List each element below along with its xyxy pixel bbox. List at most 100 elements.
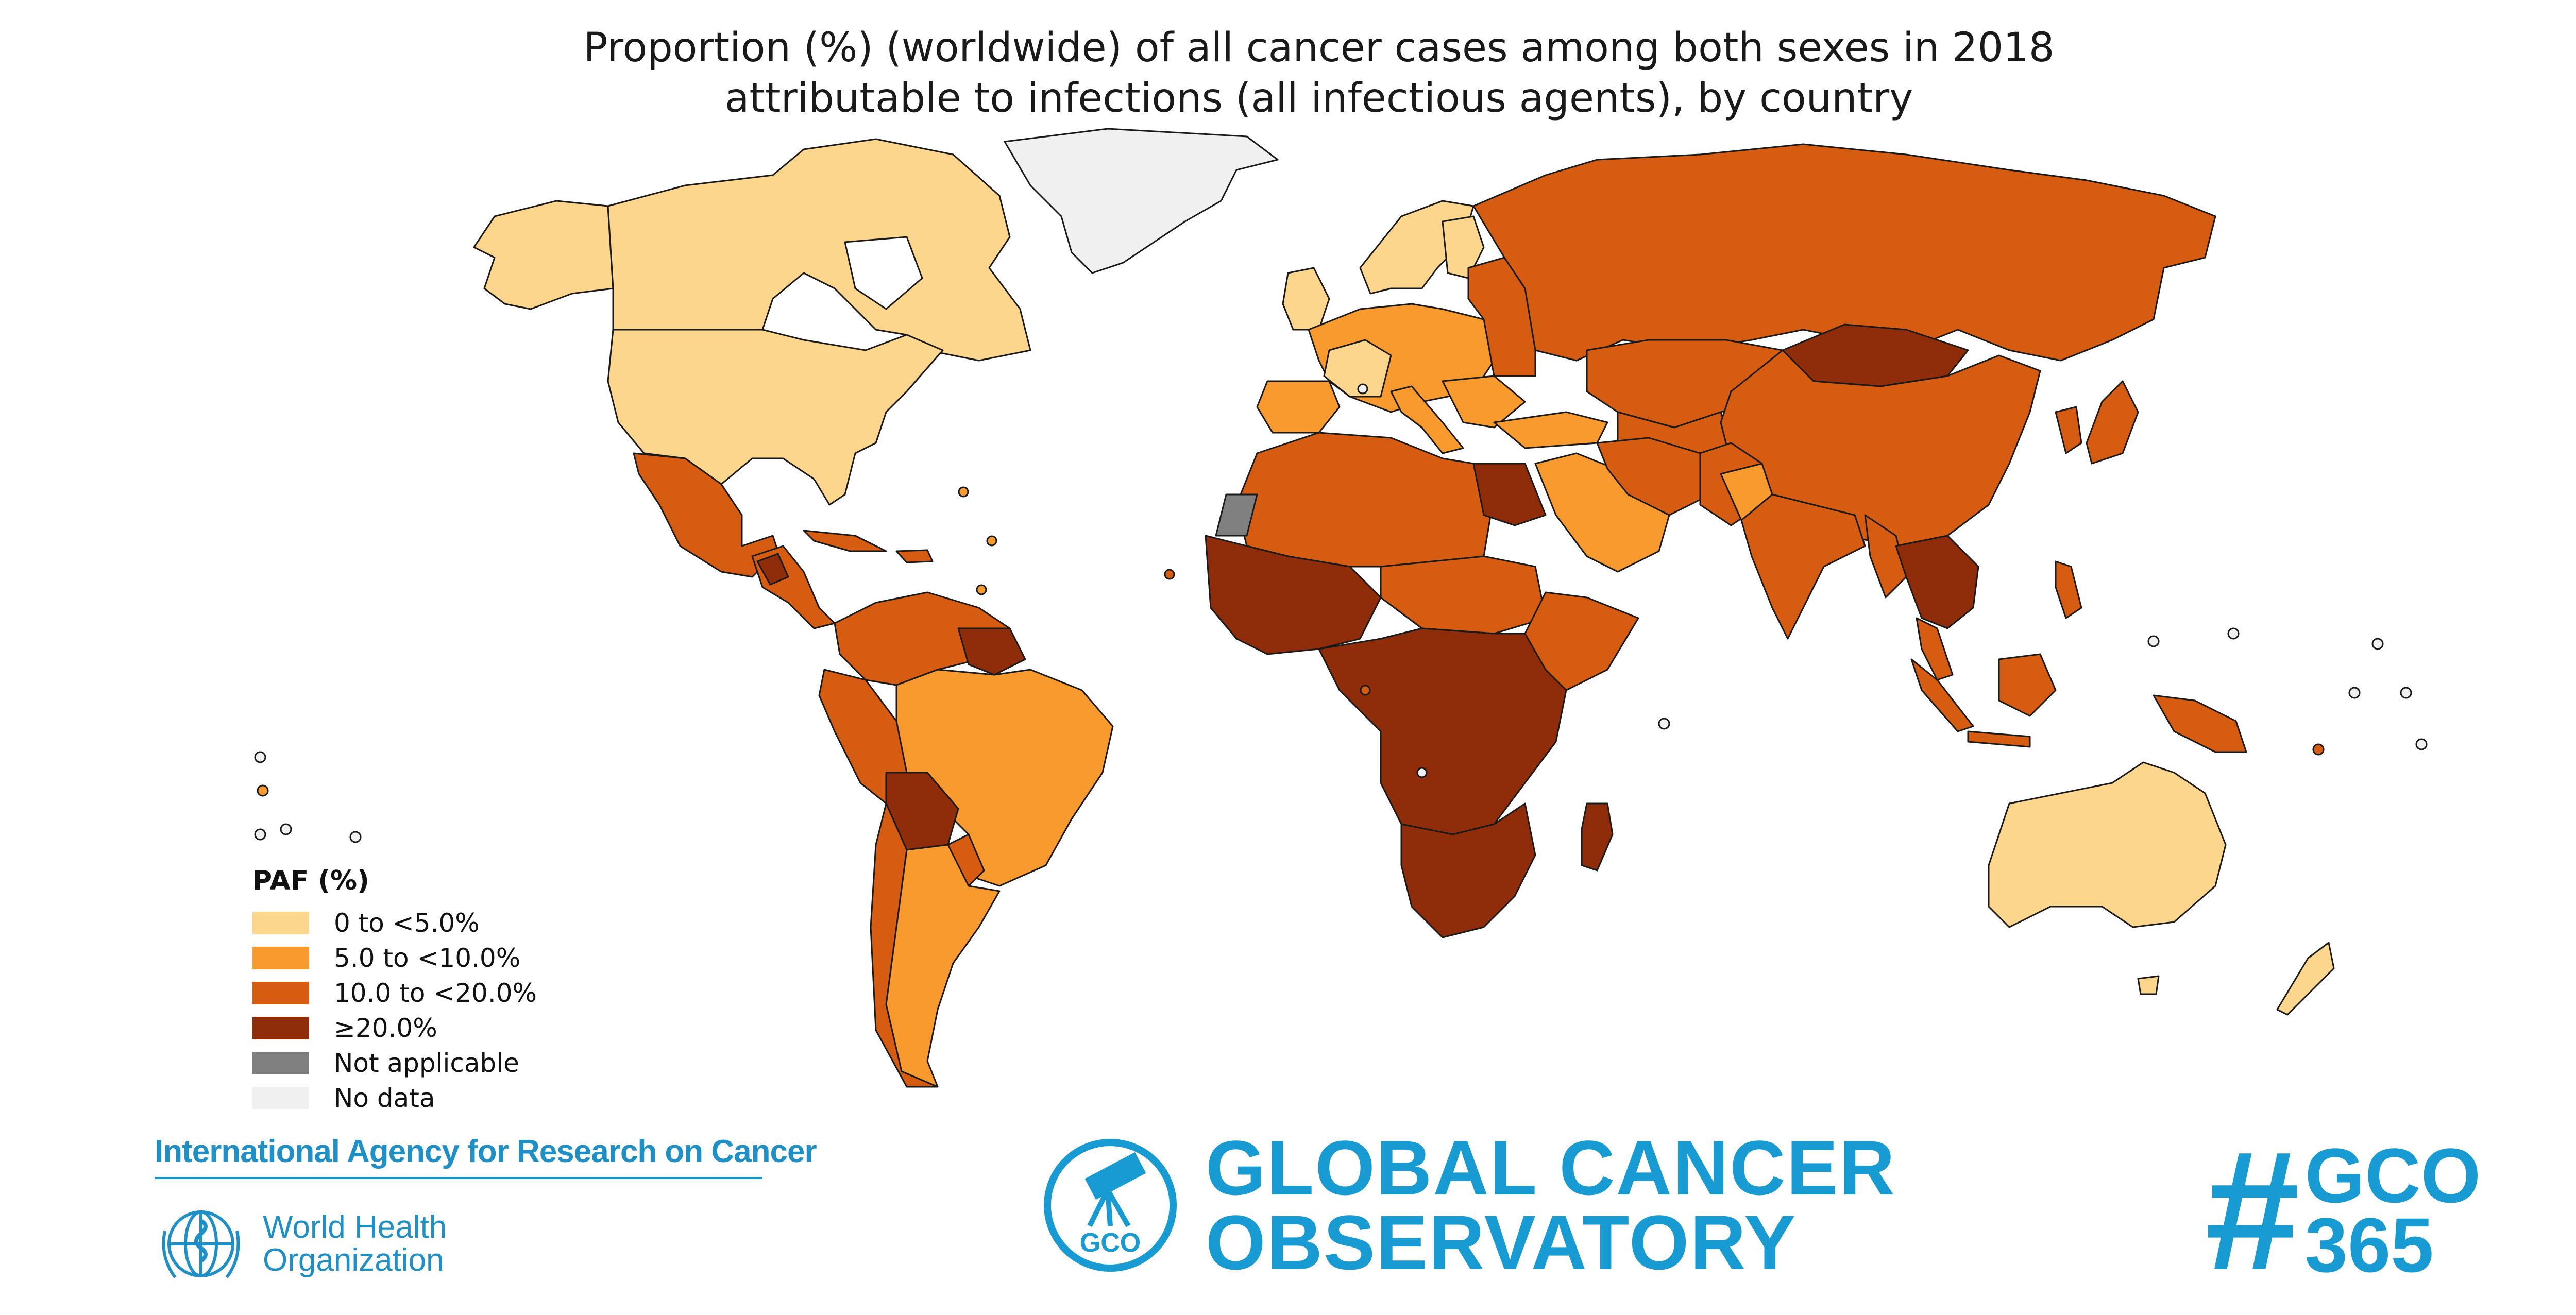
alaska bbox=[473, 200, 614, 310]
who-emblem-icon bbox=[162, 1210, 240, 1278]
island-marker bbox=[2312, 743, 2325, 756]
island-marker bbox=[2147, 635, 2160, 647]
who-name-line-2: Organization bbox=[263, 1242, 444, 1278]
egypt bbox=[1472, 463, 1547, 526]
map-title: Proportion (%) (worldwide) of all cancer… bbox=[0, 23, 2576, 124]
island-marker bbox=[1416, 767, 1428, 778]
island-marker bbox=[280, 823, 292, 835]
legend-item: 10.0 to <20.0% bbox=[252, 976, 537, 1011]
guianas bbox=[957, 627, 1026, 676]
india bbox=[1740, 493, 1866, 640]
iarc-name: International Agency for Research on Can… bbox=[155, 1134, 817, 1169]
gco-badge-text: GCO bbox=[1080, 1228, 1141, 1258]
turkey bbox=[1493, 411, 1608, 449]
korea bbox=[2055, 406, 2082, 454]
map-title-line-2: attributable to infections (all infectio… bbox=[724, 75, 1913, 122]
cuba bbox=[803, 530, 887, 552]
west-africa bbox=[1205, 535, 1382, 655]
island-marker bbox=[2371, 638, 2384, 650]
finland bbox=[1442, 215, 1485, 279]
legend-item: Not applicable bbox=[252, 1046, 537, 1081]
central-africa bbox=[1318, 627, 1567, 835]
island-marker bbox=[976, 584, 987, 595]
legend-item: 5.0 to <10.0% bbox=[252, 941, 537, 976]
indochina bbox=[1895, 535, 1979, 629]
island-marker bbox=[986, 535, 997, 547]
legend-swatch bbox=[252, 1052, 309, 1074]
argentina bbox=[885, 844, 1001, 1088]
myanmar bbox=[1864, 514, 1907, 599]
japan bbox=[2086, 380, 2139, 465]
iarc-divider bbox=[155, 1177, 762, 1179]
italy bbox=[1390, 385, 1464, 454]
north-africa bbox=[1235, 432, 1495, 568]
malay-peninsula bbox=[1916, 617, 1954, 681]
island-marker bbox=[254, 828, 266, 841]
island-marker bbox=[2415, 738, 2428, 750]
uk-ireland bbox=[1282, 267, 1330, 331]
canada bbox=[607, 138, 1031, 362]
legend-label: 0 to <5.0% bbox=[334, 908, 480, 938]
western-sahara bbox=[1215, 493, 1258, 537]
legend-swatch bbox=[252, 1017, 309, 1039]
who-name-line-1: World Health bbox=[263, 1209, 447, 1245]
gco365-text: GCO 365 bbox=[2304, 1132, 2481, 1288]
gco365-line-1: GCO bbox=[2304, 1132, 2481, 1219]
australia bbox=[1988, 761, 2227, 928]
gco-name-line-1: GLOBAL CANCER bbox=[1206, 1124, 1896, 1211]
map-title-line-1: Proportion (%) (worldwide) of all cancer… bbox=[583, 25, 2055, 71]
sumatra bbox=[1910, 658, 1974, 732]
island-marker bbox=[1357, 383, 1368, 395]
balkans bbox=[1442, 375, 1526, 429]
island-marker bbox=[349, 831, 362, 843]
iarc-logo: International Agency for Research on Can… bbox=[155, 1133, 817, 1179]
island-marker bbox=[1360, 685, 1371, 696]
gco-logo: GCO GLOBAL CANCER OBSERVATORY bbox=[1041, 1124, 1896, 1286]
greenland bbox=[1004, 128, 1279, 274]
legend-item: No data bbox=[252, 1081, 537, 1116]
legend-label: No data bbox=[334, 1083, 435, 1113]
telescope-icon: GCO bbox=[1044, 1139, 1177, 1272]
philippines bbox=[2055, 560, 2082, 619]
borneo bbox=[1998, 653, 2057, 717]
island-marker bbox=[254, 751, 266, 763]
legend-label: Not applicable bbox=[334, 1048, 519, 1078]
legend-label: 10.0 to <20.0% bbox=[334, 978, 537, 1008]
hudson-bay bbox=[844, 236, 923, 310]
hash-symbol: # bbox=[2205, 1115, 2300, 1305]
legend-swatch bbox=[252, 912, 309, 934]
iberia bbox=[1256, 380, 1341, 434]
gco365-tag: # GCO 365 bbox=[2205, 1115, 2481, 1305]
island-marker bbox=[958, 486, 969, 498]
southern-africa bbox=[1400, 802, 1536, 938]
legend-label: ≥20.0% bbox=[334, 1013, 437, 1043]
legend-swatch bbox=[252, 947, 309, 969]
who-name: World Health Organization bbox=[263, 1211, 447, 1277]
island-marker bbox=[2348, 687, 2361, 699]
legend-label: 5.0 to <10.0% bbox=[334, 943, 521, 973]
france bbox=[1323, 339, 1392, 398]
map-legend: PAF (%) 0 to <5.0% 5.0 to <10.0% 10.0 to… bbox=[252, 865, 537, 1116]
madagascar bbox=[1581, 802, 1614, 872]
hispaniola bbox=[895, 549, 934, 563]
gco365-line-2: 365 bbox=[2304, 1202, 2434, 1288]
legend-item: 0 to <5.0% bbox=[252, 906, 537, 941]
guatemala bbox=[756, 553, 789, 586]
island-marker bbox=[1658, 718, 1670, 730]
island-marker bbox=[2400, 687, 2412, 699]
who-logo: World Health Organization bbox=[155, 1200, 447, 1288]
island-marker bbox=[257, 784, 269, 797]
gco-name-line-2: OBSERVATORY bbox=[1206, 1199, 1797, 1286]
java bbox=[1967, 730, 2031, 748]
new-guinea bbox=[2153, 694, 2247, 753]
island-marker bbox=[1164, 569, 1175, 580]
sudan-chad bbox=[1380, 555, 1547, 635]
tasmania bbox=[2137, 975, 2160, 995]
gco-name: GLOBAL CANCER OBSERVATORY bbox=[1206, 1124, 1896, 1286]
legend-swatch bbox=[252, 982, 309, 1004]
new-zealand bbox=[2276, 942, 2335, 1016]
legend-title: PAF (%) bbox=[252, 865, 369, 896]
island-marker bbox=[2227, 627, 2240, 640]
legend-swatch bbox=[252, 1087, 309, 1109]
